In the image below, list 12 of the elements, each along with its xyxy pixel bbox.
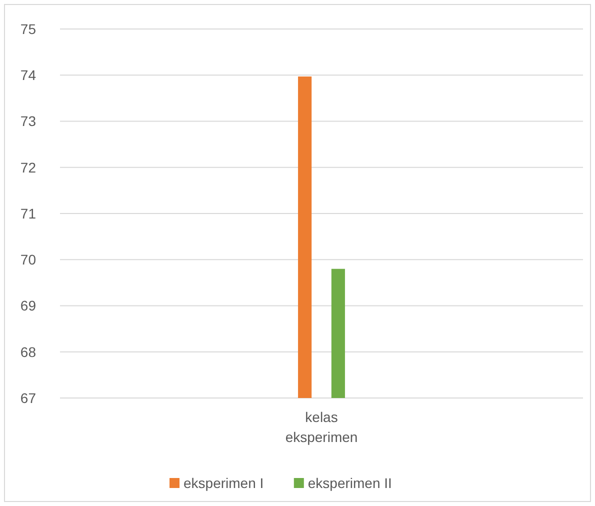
x-tick-label: kelas eksperimen bbox=[285, 409, 358, 445]
y-tick-label: 73 bbox=[20, 113, 36, 130]
y-tick-label: 70 bbox=[20, 252, 36, 268]
y-tick-label: 69 bbox=[20, 298, 36, 314]
y-tick-label: 74 bbox=[20, 67, 36, 84]
y-tick-label: 67 bbox=[20, 390, 36, 406]
legend-label: eksperimen I bbox=[184, 474, 264, 491]
legend-label: eksperimen II bbox=[308, 474, 392, 491]
y-tick-label: 68 bbox=[20, 344, 36, 360]
y-tick-label: 72 bbox=[20, 159, 36, 176]
y-tick-label: 71 bbox=[20, 205, 36, 222]
y-tick-label: 75 bbox=[20, 20, 36, 37]
